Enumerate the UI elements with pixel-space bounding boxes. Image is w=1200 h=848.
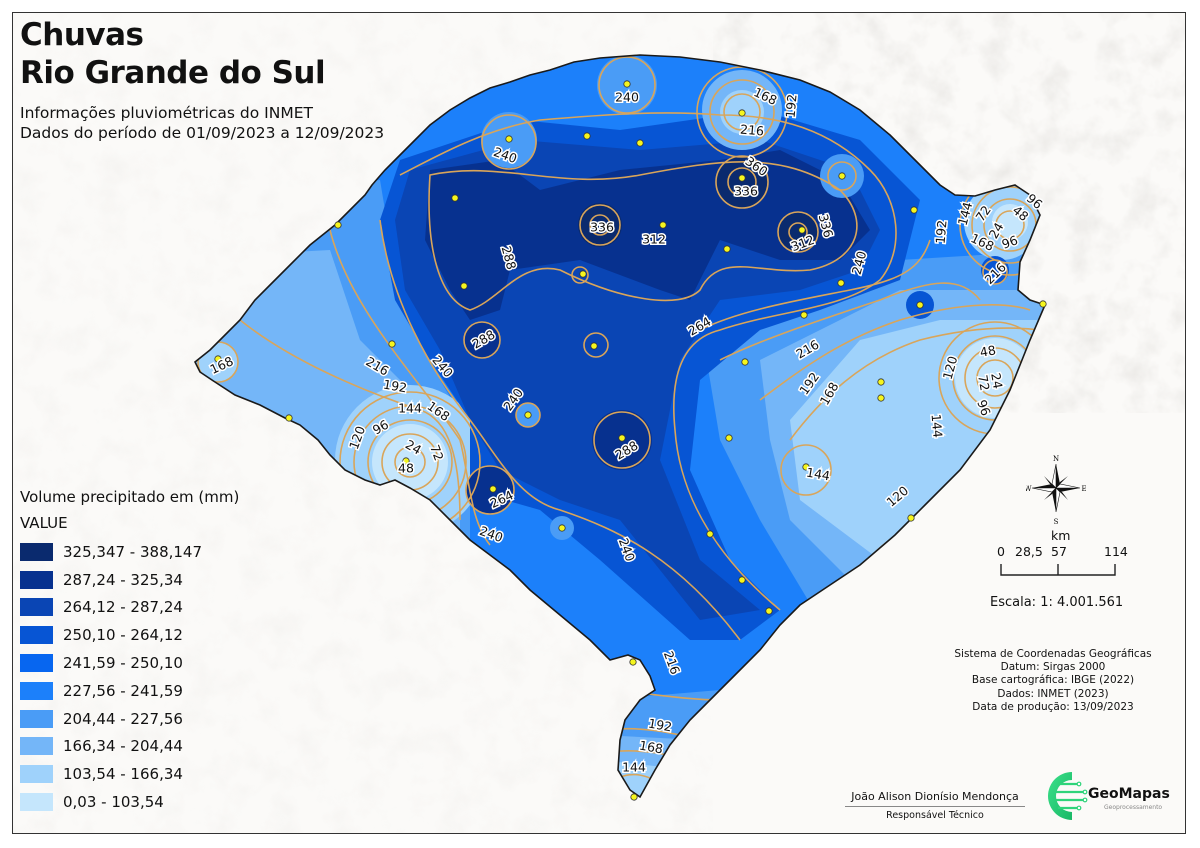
legend-swatch xyxy=(20,654,53,673)
legend-swatch xyxy=(20,709,53,728)
legend-swatch xyxy=(20,542,53,561)
logo-circuit-icon xyxy=(1048,772,1088,820)
scale-unit: km xyxy=(1051,528,1071,543)
contour-label: 336 xyxy=(590,220,614,235)
contour-label: 48 xyxy=(398,461,414,476)
north-arrow-compass-icon: N S E W xyxy=(1026,455,1086,526)
author-name: João Alison Dionísio Mendonça xyxy=(845,790,1025,807)
contour-label: 216 xyxy=(740,121,765,138)
legend-item: 166,34 - 204,44 xyxy=(20,733,239,761)
author-role: Responsável Técnico xyxy=(886,810,984,821)
cartographic-base: Base cartográfica: IBGE (2022) xyxy=(971,674,1135,687)
legend-label: 264,12 - 287,24 xyxy=(63,598,183,617)
contour-label: 144 xyxy=(622,760,646,775)
production-date: Data de produção: 13/09/2023 xyxy=(972,700,1134,713)
data-source: Dados: INMET (2023) xyxy=(997,687,1109,700)
svg-text:S: S xyxy=(1054,518,1059,526)
map-title: Chuvas Rio Grande do Sul xyxy=(20,16,326,92)
scale-ticks: 0 28,5 57 114 xyxy=(994,544,1128,560)
legend-label: 241,59 - 250,10 xyxy=(63,654,183,673)
legend-swatch xyxy=(20,598,53,617)
legend-item: 287,24 - 325,34 xyxy=(20,566,239,594)
contour-label: 24 xyxy=(988,372,1006,390)
logo-name: GeoMapas xyxy=(1088,786,1170,802)
svg-text:W: W xyxy=(1026,485,1032,493)
contour-label: 168 xyxy=(638,738,664,757)
legend-label: 204,44 - 227,56 xyxy=(63,709,183,728)
legend-swatch xyxy=(20,681,53,700)
legend-label: 103,54 - 166,34 xyxy=(63,765,183,784)
author-signature: João Alison Dionísio Mendonça Responsáve… xyxy=(845,790,1025,821)
contour-label: 336 xyxy=(734,184,758,199)
map-metadata: Sistema de Coordenadas Geográficas Datum… xyxy=(940,648,1166,714)
contour-label: 312 xyxy=(642,232,666,247)
contour-label: 192 xyxy=(647,716,673,735)
weather-stations xyxy=(214,80,1047,801)
legend-item: 204,44 - 227,56 xyxy=(20,705,239,733)
legend: Volume precipitado em (mm) VALUE 325,347… xyxy=(20,488,239,816)
scale-tick-2: 57 xyxy=(1051,544,1067,559)
legend-label: 166,34 - 204,44 xyxy=(63,737,183,756)
logo-tagline: Geoprocessamento xyxy=(1104,804,1163,811)
legend-label: 0,03 - 103,54 xyxy=(63,793,164,812)
subtitle-line-2: Dados do período de 01/09/2023 a 12/09/2… xyxy=(20,124,385,142)
scale-ratio: Escala: 1: 4.001.561 xyxy=(990,595,1124,610)
contour-label: 72 xyxy=(427,443,447,463)
contour-label: 144 xyxy=(928,413,945,438)
legend-item: 250,10 - 264,12 xyxy=(20,621,239,649)
svg-text:E: E xyxy=(1081,485,1086,493)
subtitle-line-1: Informações pluviométricas do INMET xyxy=(20,104,313,122)
contour-label: 72 xyxy=(975,374,993,392)
datum: Datum: Sirgas 2000 xyxy=(1000,661,1106,674)
contour-label: 96 xyxy=(974,398,994,418)
coordinate-system: Sistema de Coordenadas Geográficas xyxy=(954,648,1152,660)
contour-label: 192 xyxy=(932,219,949,244)
title-line-1: Chuvas xyxy=(20,17,144,53)
scale-tick-1: 28,5 xyxy=(1015,544,1043,559)
svg-text:N: N xyxy=(1053,455,1059,463)
legend-item: 325,347 - 388,147 xyxy=(20,538,239,566)
scale-bar-graphic xyxy=(1000,564,1116,576)
legend-swatch xyxy=(20,765,53,784)
legend-label: 287,24 - 325,34 xyxy=(63,570,183,589)
legend-label: 325,347 - 388,147 xyxy=(63,542,203,561)
contour-label: 192 xyxy=(782,93,799,118)
legend-classes: 325,347 - 388,147 287,24 - 325,34 264,12… xyxy=(20,538,239,816)
contour-label: 144 xyxy=(805,465,831,484)
legend-swatch xyxy=(20,737,53,756)
legend-title: Volume precipitado em (mm) xyxy=(20,488,240,506)
state-border xyxy=(193,54,1047,799)
contour-label: 144 xyxy=(398,401,422,416)
geomapas-logo: GeoMapas Geoprocessamento xyxy=(1044,768,1184,824)
title-line-2: Rio Grande do Sul xyxy=(20,55,326,91)
legend-item: 241,59 - 250,10 xyxy=(20,649,239,677)
legend-field: VALUE xyxy=(20,514,68,532)
contour-label: 192 xyxy=(382,377,408,396)
contour-label: 48 xyxy=(979,342,997,360)
legend-label: 227,56 - 241,59 xyxy=(63,681,183,700)
contour-label: 240 xyxy=(615,90,639,105)
legend-label: 250,10 - 264,12 xyxy=(63,626,183,645)
scale-tick-0: 0 xyxy=(997,544,1005,559)
scale-tick-3: 114 xyxy=(1104,544,1128,559)
legend-swatch xyxy=(20,626,53,645)
map-subtitle: Informações pluviométricas do INMET Dado… xyxy=(20,103,384,143)
legend-swatch xyxy=(20,570,53,589)
legend-swatch xyxy=(20,793,53,812)
legend-item: 0,03 - 103,54 xyxy=(20,788,239,816)
legend-item: 264,12 - 287,24 xyxy=(20,594,239,622)
contour-label: 96 xyxy=(1000,232,1020,252)
legend-item: 103,54 - 166,34 xyxy=(20,760,239,788)
legend-item: 227,56 - 241,59 xyxy=(20,677,239,705)
